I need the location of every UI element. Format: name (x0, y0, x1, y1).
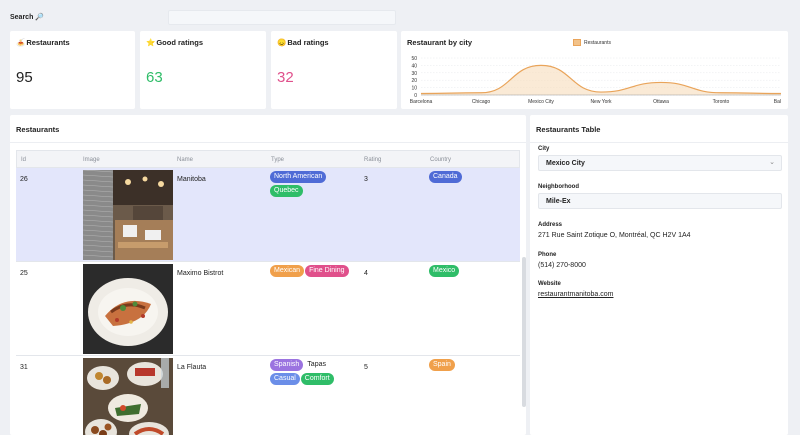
x-tick-label: Bal (774, 99, 781, 105)
restaurant-interior-image (83, 170, 173, 260)
stat-value-good-ratings: 63 (146, 69, 163, 86)
address-label: Address (538, 222, 563, 228)
type-badge: Mexican (270, 265, 305, 277)
y-tick-label: 40 (411, 63, 417, 69)
stat-title: ⭐Good ratings (146, 38, 203, 47)
phone-value: (514) 270-8000 (538, 262, 586, 269)
type-badge: Fine Dining (305, 265, 349, 277)
city-select[interactable]: Mexico City ⌄ (538, 155, 782, 171)
city-select-value: Mexico City (546, 160, 585, 167)
country-badge: Spain (429, 359, 455, 371)
country-badge: Canada (429, 171, 462, 183)
search-label: Search 🔎 (10, 14, 45, 21)
column-header-type[interactable]: Type (271, 157, 285, 163)
type-badges: Mexican Fine Dining (270, 265, 358, 279)
details-panel: Restaurants Table City Mexico City ⌄ Nei… (530, 115, 788, 435)
cell-name: La Flauta (177, 364, 207, 371)
panel-divider (530, 142, 788, 143)
y-tick-label: 10 (411, 86, 417, 92)
neighborhood-input[interactable]: Mile-Ex (538, 193, 782, 209)
stat-value-restaurants: 95 (16, 69, 33, 86)
country-cell: Spain (429, 359, 517, 373)
cell-id: 25 (20, 270, 28, 277)
column-header-rating[interactable]: Rating (364, 157, 382, 163)
cell-name: Maximo Bistrot (177, 270, 224, 277)
stat-title-text: Bad ratings (287, 38, 329, 47)
column-header-country[interactable]: Country (430, 157, 452, 163)
stat-title-text: Good ratings (156, 38, 204, 47)
cell-rating: 3 (364, 176, 368, 183)
neighborhood-value: Mile-Ex (546, 198, 571, 205)
cell-name: Manitoba (177, 176, 206, 183)
plated-dish-image (83, 264, 173, 354)
table-scrollbar[interactable] (522, 257, 526, 407)
x-tick-label: Chicago (472, 99, 491, 105)
y-tick-label: 30 (411, 71, 417, 77)
x-tick-label: Mexico City (528, 99, 554, 105)
top-bar: Search 🔎 (0, 0, 800, 30)
cell-rating: 4 (364, 270, 368, 277)
type-badge: Quebec (270, 185, 303, 197)
star-emoji-icon: ⭐ (146, 38, 156, 47)
column-header-id[interactable]: Id (21, 157, 27, 163)
type-badge: Casual (270, 373, 300, 385)
sad-face-emoji-icon: 😞 (277, 38, 287, 47)
type-badges: North American Quebec (270, 171, 358, 199)
phone-label: Phone (538, 252, 557, 258)
stat-card-bad-ratings: 😞Bad ratings 32 (271, 31, 397, 109)
stat-title-text: Restaurants (26, 38, 70, 47)
y-tick-label: 50 (411, 56, 417, 62)
table-row[interactable]: 31 La Flauta Spanish Tapas Casual Comfort 5 Spa… (16, 356, 520, 435)
chart-legend[interactable]: Restaurants (573, 39, 611, 46)
country-cell: Canada (429, 171, 517, 185)
series-line[interactable] (420, 64, 782, 95)
column-header-name[interactable]: Name (177, 157, 194, 163)
restaurants-emoji-icon: 🍝 (16, 38, 26, 47)
stat-title: 😞Bad ratings (277, 38, 329, 47)
chevron-down-icon: ⌄ (769, 159, 775, 166)
neighborhood-label: Neighborhood (538, 184, 579, 190)
type-badges: Spanish Tapas Casual Comfort (270, 359, 358, 387)
column-header-image[interactable]: Image (83, 157, 100, 163)
city-label: City (538, 146, 550, 152)
chart-title: Restaurant by city (407, 38, 473, 47)
cell-rating: 5 (364, 364, 368, 371)
restaurants-panel: Restaurants Id Image Name Type Rating Co… (10, 115, 526, 435)
table-row[interactable]: 26 Manitoba North American Quebec 3 Canada (16, 168, 520, 262)
stat-card-good-ratings: ⭐Good ratings 63 (140, 31, 266, 109)
type-badge: Comfort (300, 373, 334, 385)
y-tick-label: 0 (414, 93, 417, 99)
website-link[interactable]: restaurantmanitoba.com (538, 291, 614, 298)
restaurants-panel-title: Restaurants (16, 125, 60, 134)
page-scrollbar-track (790, 0, 800, 435)
type-badge: North American (270, 171, 327, 183)
y-tick-label: 20 (411, 78, 417, 84)
website-label: Website (538, 281, 561, 287)
cell-id: 26 (20, 176, 28, 183)
legend-swatch (573, 39, 581, 46)
details-panel-title: Restaurants Table (536, 125, 601, 134)
x-tick-label: Ottawa (653, 99, 669, 105)
x-tick-label: New York (590, 99, 612, 105)
type-badge: Tapas (307, 361, 326, 368)
type-badge: Spanish (270, 359, 304, 371)
stat-value-bad-ratings: 32 (277, 69, 294, 86)
x-tick-label: Toronto (713, 99, 730, 105)
stat-title: 🍝Restaurants (16, 38, 70, 47)
chart-card: Restaurant by city Restaurants 0 10 20 30 40… (401, 31, 788, 109)
restaurants-table: Id Image Name Type Rating Country 26 Mani… (16, 150, 520, 435)
search-input[interactable] (168, 10, 396, 25)
tapas-spread-image (83, 358, 173, 435)
table-row[interactable]: 25 Maximo Bistrot Mexican Fine Dining 4 Mexic… (16, 262, 520, 356)
cell-id: 31 (20, 364, 28, 371)
x-tick-label: Barcelona (410, 99, 433, 105)
table-header: Id Image Name Type Rating Country (16, 150, 520, 168)
legend-label: Restaurants (584, 39, 611, 46)
stat-card-restaurants: 🍝Restaurants 95 (10, 31, 135, 109)
panel-divider (10, 142, 526, 143)
country-cell: Mexico (429, 265, 517, 279)
address-value: 271 Rue Saint Zotique O, Montréal, QC H2… (538, 232, 691, 239)
country-badge: Mexico (429, 265, 460, 277)
